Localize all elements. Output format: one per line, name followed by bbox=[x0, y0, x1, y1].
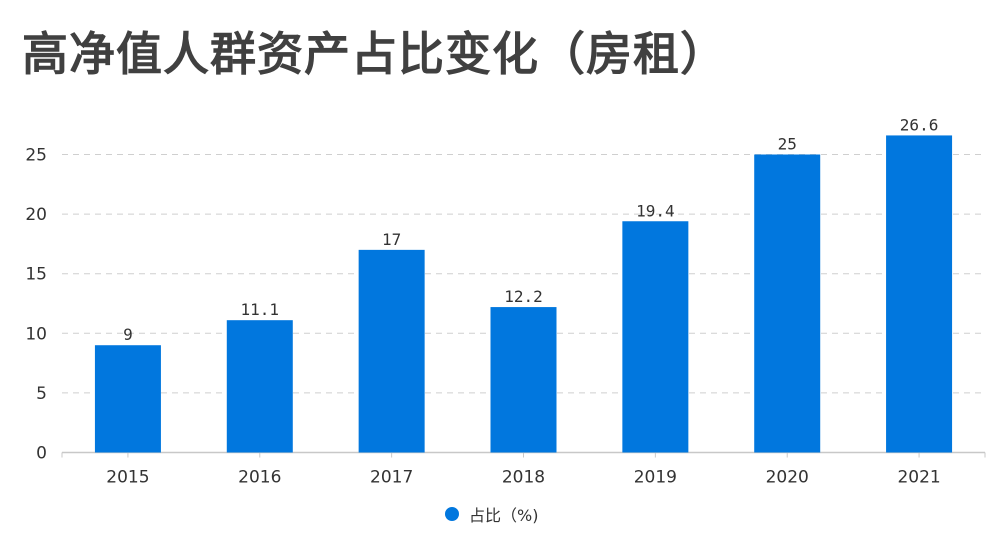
legend: 占比（%) bbox=[445, 502, 538, 526]
data-label: 25 bbox=[778, 135, 797, 154]
bar bbox=[226, 320, 293, 453]
x-tick-label: 2017 bbox=[370, 468, 413, 488]
data-label: 19.4 bbox=[636, 201, 675, 220]
x-tick-label: 2018 bbox=[502, 468, 545, 488]
x-tick-label: 2015 bbox=[106, 468, 149, 488]
x-tick-label: 2019 bbox=[634, 468, 677, 488]
y-tick-label: 25 bbox=[25, 146, 47, 166]
legend-marker bbox=[445, 507, 459, 521]
data-label: 9 bbox=[123, 325, 133, 344]
bar bbox=[754, 154, 821, 453]
bar bbox=[94, 345, 161, 453]
bar bbox=[358, 249, 425, 453]
chart-title: 高净值人群资产占比变化（房租） bbox=[22, 27, 727, 81]
data-label: 17 bbox=[382, 230, 401, 249]
y-tick-label: 10 bbox=[25, 324, 47, 344]
y-tick-label: 20 bbox=[25, 205, 47, 225]
bar bbox=[886, 135, 953, 453]
bar bbox=[490, 307, 557, 453]
x-tick-label: 2021 bbox=[897, 468, 940, 488]
data-label: 26.6 bbox=[900, 115, 939, 134]
legend-label: 占比（%) bbox=[469, 506, 539, 525]
data-label: 12.2 bbox=[504, 287, 543, 306]
x-tick-label: 2020 bbox=[766, 468, 809, 488]
y-tick-label: 0 bbox=[36, 444, 47, 464]
x-tick-label: 2016 bbox=[238, 468, 281, 488]
data-label: 11.1 bbox=[241, 300, 280, 319]
y-tick-label: 5 bbox=[36, 384, 47, 404]
y-tick-label: 15 bbox=[25, 265, 47, 285]
bar bbox=[622, 221, 689, 453]
